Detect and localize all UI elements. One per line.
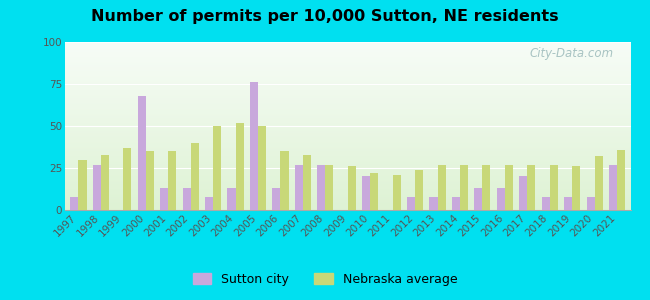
Bar (183, 188, 190, 210)
Bar (572, 166, 580, 210)
Bar (235, 123, 244, 210)
Bar (362, 176, 370, 210)
Bar (460, 165, 468, 210)
Bar (564, 196, 572, 210)
Bar (258, 126, 266, 210)
Bar (168, 151, 176, 210)
Bar (79, 160, 86, 210)
Bar (325, 165, 333, 210)
Bar (430, 196, 437, 210)
Bar (190, 143, 199, 210)
Bar (227, 188, 235, 210)
Bar (250, 82, 258, 210)
Bar (505, 165, 513, 210)
Bar (550, 165, 558, 210)
Bar (295, 165, 303, 210)
Bar (213, 126, 221, 210)
Bar (482, 165, 491, 210)
Bar (124, 148, 131, 210)
Bar (415, 170, 423, 210)
Bar (370, 173, 378, 210)
Bar (205, 196, 213, 210)
Bar (586, 196, 595, 210)
Text: Number of permits per 10,000 Sutton, NE residents: Number of permits per 10,000 Sutton, NE … (91, 9, 559, 24)
Bar (393, 175, 400, 210)
Bar (280, 151, 289, 210)
Bar (101, 154, 109, 210)
Bar (519, 176, 527, 210)
Legend: Sutton city, Nebraska average: Sutton city, Nebraska average (187, 268, 463, 291)
Bar (348, 166, 356, 210)
Bar (474, 188, 482, 210)
Bar (317, 165, 325, 210)
Bar (541, 196, 550, 210)
Bar (617, 149, 625, 210)
Bar (595, 156, 603, 210)
Bar (146, 151, 154, 210)
Bar (138, 96, 146, 210)
Bar (437, 165, 446, 210)
Bar (497, 188, 505, 210)
Bar (609, 165, 617, 210)
Text: City-Data.com: City-Data.com (529, 47, 614, 60)
Bar (527, 165, 536, 210)
Bar (93, 165, 101, 210)
Bar (70, 196, 79, 210)
Bar (407, 196, 415, 210)
Bar (160, 188, 168, 210)
Bar (303, 154, 311, 210)
Bar (272, 188, 280, 210)
Bar (452, 196, 460, 210)
